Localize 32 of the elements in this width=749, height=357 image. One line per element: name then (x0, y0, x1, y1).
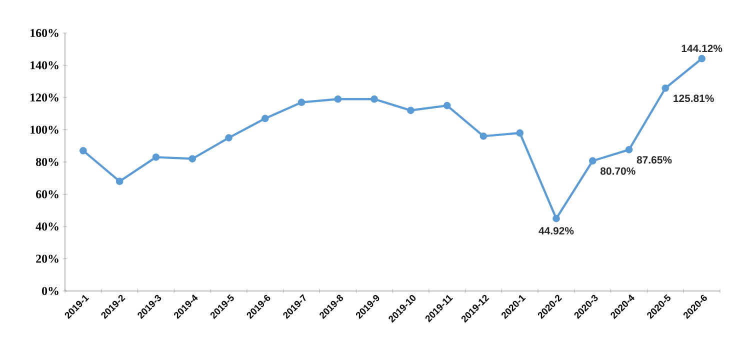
point (588, 157, 596, 165)
point (225, 134, 232, 142)
y-tick-label: 100% (30, 126, 58, 134)
point (625, 146, 633, 154)
point (370, 95, 378, 103)
point (443, 102, 451, 110)
y-tick-label: 140% (30, 61, 58, 70)
point (298, 98, 306, 106)
y-tick-label: 0% (42, 286, 58, 296)
point (116, 178, 124, 186)
point (407, 106, 414, 114)
data-label: 87.65% (636, 156, 672, 164)
point (188, 155, 196, 162)
point (152, 153, 160, 161)
point (334, 95, 342, 103)
point (261, 114, 269, 122)
y-tick-label: 20% (36, 254, 58, 263)
data-label: 80.70% (600, 167, 636, 175)
point (480, 132, 488, 140)
point (516, 129, 524, 137)
y-tick-label: 60% (36, 190, 58, 198)
y-tick-label: 80% (36, 158, 58, 166)
point (662, 84, 670, 92)
data-label: 44.92% (538, 227, 574, 234)
point (80, 147, 87, 154)
y-tick-label: 40% (36, 222, 58, 231)
y-tick-label: 120% (30, 93, 58, 102)
data-label: 125.81% (674, 94, 714, 102)
point (552, 214, 560, 222)
data-label: 144.12% (682, 44, 722, 52)
point (698, 54, 706, 62)
y-tick-label: 160% (30, 28, 58, 38)
